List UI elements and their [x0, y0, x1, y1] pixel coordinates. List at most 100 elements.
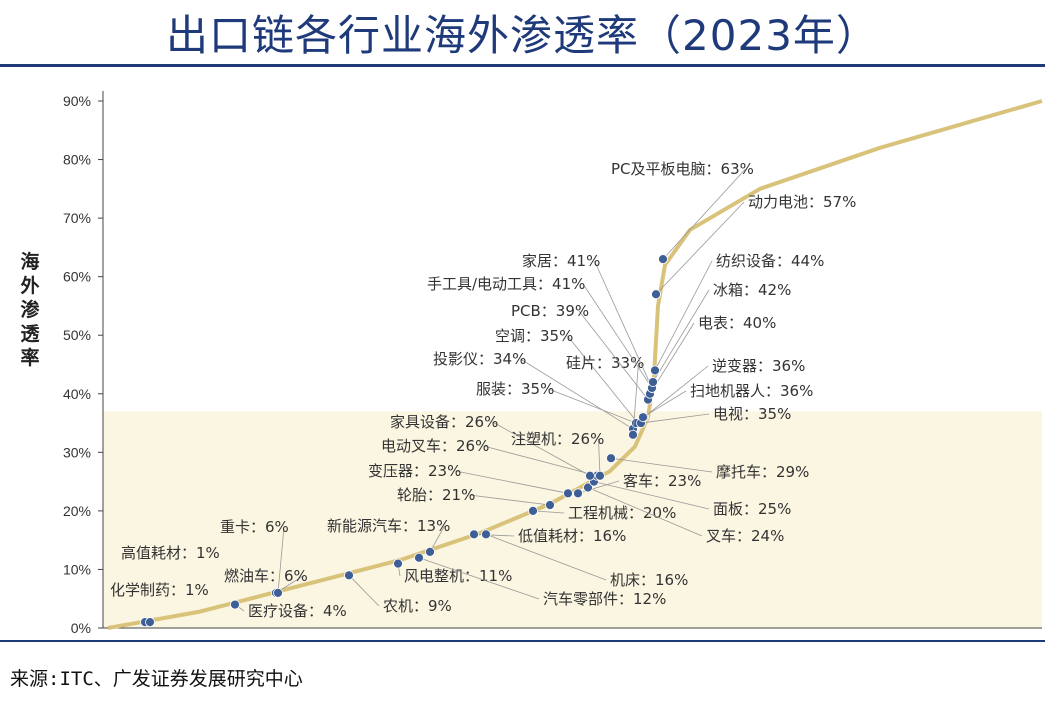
leader-line	[578, 310, 649, 400]
data-label: PCB：39%	[511, 302, 589, 320]
data-label: 医疗设备：4%	[248, 602, 347, 620]
data-label: 新能源汽车：13%	[327, 517, 450, 535]
data-label: 电表：40%	[698, 314, 776, 332]
y-tick-label: 80%	[63, 152, 91, 168]
data-point	[469, 529, 479, 540]
leader-line	[483, 445, 598, 477]
y-axis-label: 率	[20, 346, 39, 369]
leader-line	[577, 480, 620, 494]
leader-line	[594, 260, 653, 389]
leader-line	[652, 289, 710, 383]
data-label: 注塑机：26%	[511, 430, 604, 448]
data-point	[273, 587, 283, 598]
data-label: PC及平板电脑：63%	[611, 160, 754, 178]
data-point	[563, 488, 573, 499]
data-label: 风电整机：11%	[404, 567, 512, 585]
data-label: 低值耗材：16%	[518, 527, 626, 545]
data-label: 电视：35%	[713, 405, 791, 423]
data-label: 轮胎：21%	[397, 486, 475, 504]
data-label: 冰箱：42%	[713, 281, 791, 299]
y-tick-label: 30%	[63, 444, 91, 460]
leader-line	[548, 388, 637, 424]
data-label: 手工具/电动工具：41%	[427, 275, 585, 293]
data-label: 叉车：24%	[706, 527, 784, 545]
data-label: 逆变器：36%	[712, 357, 805, 375]
y-axis-label: 渗	[20, 298, 40, 321]
data-point	[585, 470, 595, 481]
data-label: 高值耗材：1%	[121, 544, 220, 562]
top-divider	[0, 64, 1045, 67]
data-label: 农机：9%	[383, 597, 452, 615]
data-label: 汽车零部件：12%	[543, 590, 666, 608]
data-point	[658, 254, 668, 265]
data-label: 客车：23%	[623, 472, 701, 490]
y-axis-label: 透	[20, 323, 40, 345]
data-point	[648, 377, 658, 387]
data-label: 重卡：6%	[220, 518, 289, 536]
data-point	[481, 529, 491, 540]
data-label: 空调：35%	[495, 327, 573, 345]
data-point	[573, 488, 583, 499]
data-label: 家居：41%	[522, 252, 600, 270]
data-label: 动力电池：57%	[748, 193, 856, 211]
data-point	[344, 570, 354, 581]
data-point	[414, 552, 424, 563]
y-tick-label: 0%	[71, 620, 91, 636]
data-point	[393, 558, 403, 569]
y-axis-label: 外	[20, 274, 39, 297]
data-label: 工程机械：20%	[568, 504, 676, 522]
data-point	[650, 365, 660, 376]
data-label: 面板：25%	[713, 500, 791, 518]
leader-line	[418, 557, 540, 600]
data-label: 化学制药：1%	[110, 581, 209, 599]
data-point	[595, 470, 605, 481]
data-point	[651, 289, 661, 300]
leader-line	[655, 201, 745, 295]
leader-line	[469, 494, 551, 506]
leader-line	[593, 481, 710, 510]
leader-line	[277, 526, 285, 593]
data-label: 纺织设备：44%	[716, 252, 824, 270]
data-label: 机床：16%	[610, 571, 688, 589]
leader-line	[643, 365, 709, 418]
y-axis-label: 海	[20, 250, 39, 273]
leader-line	[532, 510, 565, 514]
leader-line	[567, 335, 639, 424]
page-title: 出口链各行业海外渗透率（2023年）	[166, 11, 879, 60]
data-label: 扫地机器人：36%	[690, 382, 813, 400]
leader-line	[642, 390, 687, 418]
data-point	[628, 429, 638, 440]
y-tick-label: 20%	[63, 503, 91, 519]
y-tick-label: 60%	[63, 269, 91, 285]
y-tick-label: 70%	[63, 210, 91, 226]
data-label: 家具设备：26%	[390, 413, 498, 431]
y-tick-label: 40%	[63, 386, 91, 402]
data-point	[583, 482, 593, 493]
bottom-divider	[0, 640, 1045, 642]
y-tick-label: 10%	[63, 561, 91, 577]
data-point	[545, 500, 555, 510]
leader-line	[587, 487, 703, 537]
data-point	[638, 412, 648, 423]
data-point	[425, 546, 435, 557]
leader-line	[485, 533, 607, 581]
leader-line	[598, 438, 601, 476]
data-label: 变压器：23%	[368, 462, 461, 480]
y-tick-label: 90%	[63, 93, 91, 109]
leader-line	[582, 283, 653, 389]
leader-line	[455, 470, 569, 494]
leader-line	[662, 168, 746, 260]
data-label: 硅片：33%	[566, 354, 644, 372]
highlight-band	[103, 411, 1042, 628]
data-point	[145, 617, 155, 628]
leader-line	[640, 413, 710, 424]
leader-line	[492, 421, 591, 477]
data-point	[528, 505, 538, 516]
data-label: 燃油车：6%	[224, 567, 308, 585]
leader-line	[348, 575, 380, 607]
source-note: 来源:ITC、广发证券发展研究中心	[10, 668, 303, 690]
leader-line	[429, 525, 445, 553]
data-label: 服装：35%	[476, 380, 554, 398]
